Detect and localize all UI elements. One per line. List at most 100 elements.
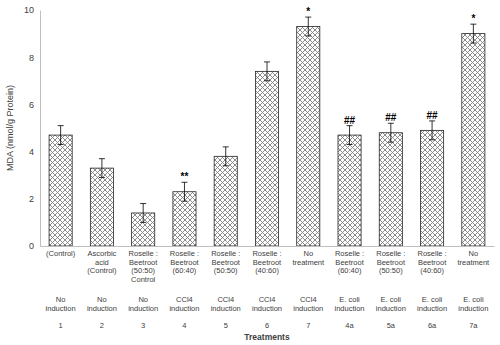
- x-tick: Roselle :Beetroot(60:40): [335, 246, 365, 275]
- error-bar: [140, 204, 146, 223]
- plot: 0246810(Control)Ascorbicacid(Control)Ros…: [24, 5, 495, 330]
- x-tick: Roselle :Beetroot(40:60): [417, 246, 447, 275]
- x-tick: Roselle :Beetroot(60:40): [170, 246, 200, 275]
- bar: [338, 135, 361, 246]
- induction-label: E. coliinduction: [376, 295, 406, 313]
- chart: 0246810(Control)Ascorbicacid(Control)Ros…: [0, 0, 500, 345]
- error-bar: [99, 159, 105, 178]
- treatment-id: 6a: [428, 321, 437, 330]
- induction-label: CCl4induction: [293, 295, 323, 313]
- x-tick-label-line: (40:60): [255, 266, 279, 275]
- x-tick-label: Roselle :Beetroot(50:50): [376, 249, 406, 275]
- error-bar: [264, 62, 270, 81]
- y-tick: 0: [29, 241, 40, 251]
- x-tick-label: Roselle :Beetroot(60:40): [170, 249, 200, 275]
- induction-label-line: induction: [252, 304, 282, 313]
- bar: [379, 133, 402, 246]
- x-tick: Ascorbicacid(Control): [87, 246, 117, 275]
- induction-label-line: induction: [87, 304, 117, 313]
- induction-label-line: induction: [46, 304, 76, 313]
- induction-label-line: induction: [417, 304, 447, 313]
- significance-mark: **: [181, 171, 189, 182]
- x-tick: (Control): [46, 246, 76, 258]
- bars: [49, 17, 485, 246]
- x-tick-label-line: (60:40): [338, 266, 362, 275]
- error-bar: [223, 147, 229, 166]
- x-tick-label: Roselle :Beetroot(60:40): [335, 249, 365, 275]
- induction-label-line: induction: [211, 304, 241, 313]
- x-tick: Roselle :Beetroot(50:50): [376, 246, 406, 275]
- treatment-id: 2: [100, 321, 104, 330]
- significance-mark: *: [306, 6, 310, 17]
- bar: [90, 168, 113, 246]
- error-bar: [181, 182, 187, 201]
- treatment-id: 5: [224, 321, 228, 330]
- x-tick: Roselle :Beetroot(40:60): [252, 246, 282, 275]
- bar: [49, 135, 72, 246]
- x-tick-label-line: treatment: [292, 258, 325, 267]
- error-bar: [388, 123, 394, 142]
- y-tick-label: 2: [29, 194, 34, 204]
- induction-label-line: induction: [376, 304, 406, 313]
- bar: [297, 27, 320, 246]
- y-tick: 8: [29, 53, 40, 63]
- x-tick: Roselle :Beetroot(50:50)Control: [129, 246, 159, 284]
- significance-mark: *: [471, 13, 475, 24]
- treatment-id: 7: [306, 321, 310, 330]
- induction-label: Noinduction: [87, 295, 117, 313]
- induction-label: E. coliinduction: [417, 295, 447, 313]
- x-tick-label-line: (50:50): [379, 266, 403, 275]
- x-tick-label: Roselle :Beetroot(40:60): [252, 249, 282, 275]
- error-bar: [347, 126, 353, 145]
- induction-label: E. coliinduction: [458, 295, 488, 313]
- treatment-id: 5a: [387, 321, 396, 330]
- x-tick-label: Roselle :Beetroot(50:50): [211, 249, 241, 275]
- x-tick-label: (Control): [46, 249, 76, 258]
- bar: [421, 130, 444, 246]
- error-bar: [429, 121, 435, 140]
- y-tick: 2: [29, 194, 40, 204]
- y-tick-label: 8: [29, 53, 34, 63]
- x-tick-label: Notreatment: [292, 249, 325, 267]
- treatment-id: 1: [59, 321, 63, 330]
- y-tick-label: 0: [29, 241, 34, 251]
- x-tick-label-line: treatment: [458, 258, 491, 267]
- bar: [255, 71, 278, 246]
- y-tick: 6: [29, 100, 40, 110]
- treatment-id: 7a: [469, 321, 478, 330]
- y-tick-label: 4: [29, 147, 34, 157]
- error-bar: [305, 17, 311, 36]
- x-tick-label: Notreatment: [458, 249, 491, 267]
- treatment-id: 4: [182, 321, 186, 330]
- x-axis-title: Treatments: [244, 332, 290, 342]
- induction-label: CCl4induction: [252, 295, 282, 313]
- treatment-id: 3: [141, 321, 145, 330]
- error-bar: [58, 126, 64, 145]
- x-tick-label-line: (60:40): [173, 266, 197, 275]
- significance-mark: ##: [427, 110, 439, 121]
- y-axis-title: MDA (nmol/g Protein): [5, 85, 15, 171]
- y-tick-label: 10: [24, 5, 34, 15]
- x-tick-label: Roselle :Beetroot(50:50)Control: [129, 249, 159, 284]
- x-tick-label-line: (Control): [46, 249, 76, 258]
- induction-label-line: induction: [458, 304, 488, 313]
- x-tick-label-line: (50:50): [214, 266, 238, 275]
- x-tick-label-line: (40:60): [420, 266, 444, 275]
- induction-label: Noinduction: [46, 295, 76, 313]
- x-tick-label-line: Control: [131, 275, 156, 284]
- x-tick-label: Roselle :Beetroot(40:60): [417, 249, 447, 275]
- significance-mark: ##: [344, 115, 356, 126]
- x-tick-label: Ascorbicacid(Control): [87, 249, 117, 275]
- induction-label-line: induction: [293, 304, 323, 313]
- y-tick-label: 6: [29, 100, 34, 110]
- induction-label-line: induction: [128, 304, 158, 313]
- x-tick-label-line: (Control): [87, 266, 117, 275]
- y-tick: 10: [24, 5, 40, 15]
- induction-label-line: induction: [169, 304, 199, 313]
- treatment-id: 6: [265, 321, 269, 330]
- x-tick: Roselle :Beetroot(50:50): [211, 246, 241, 275]
- induction-label: CCl4induction: [169, 295, 199, 313]
- y-axis: 0 2 4 6 8 10: [24, 5, 41, 251]
- induction-label: CCl4induction: [211, 295, 241, 313]
- induction-label-line: induction: [335, 304, 365, 313]
